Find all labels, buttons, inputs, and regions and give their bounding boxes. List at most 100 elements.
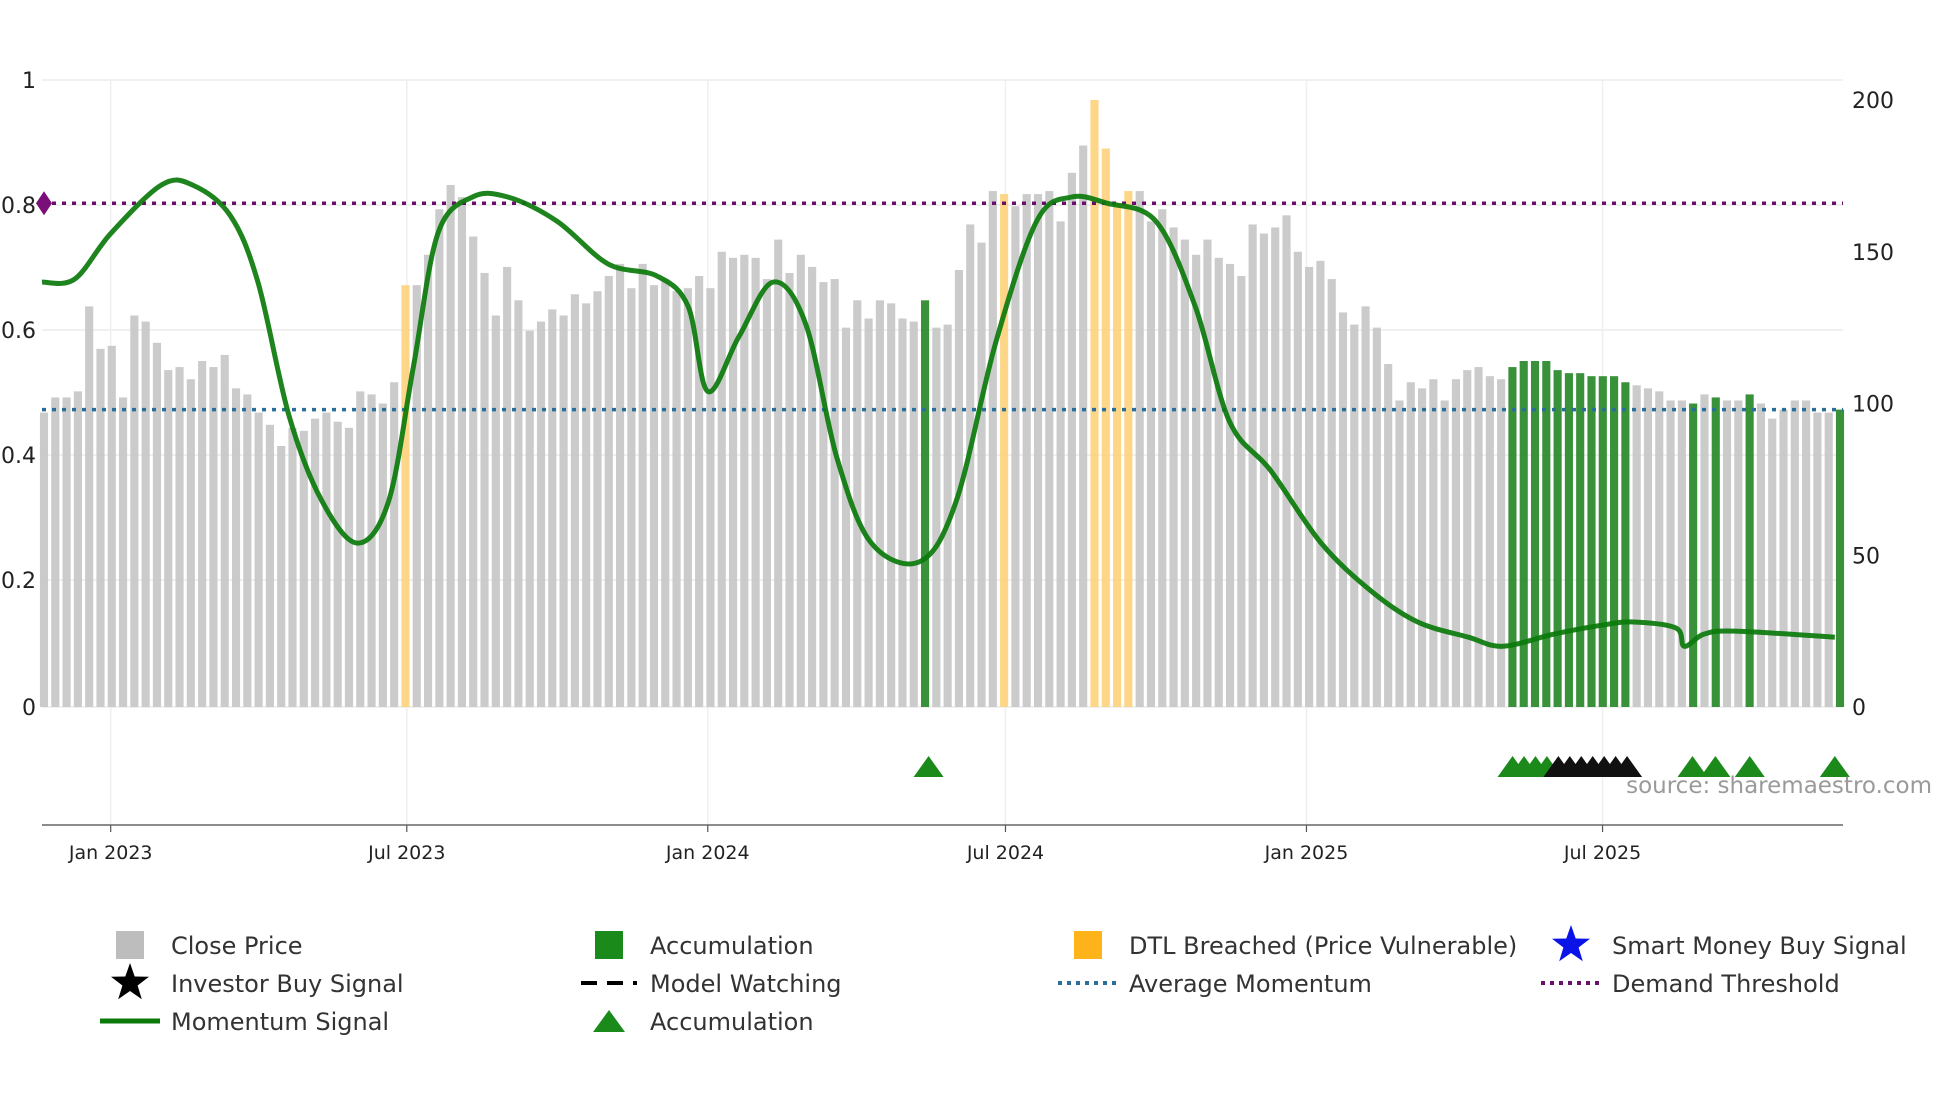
- close-price-bar: [1768, 418, 1777, 707]
- close-price-bar: [661, 279, 670, 707]
- close-price-bar: [1779, 409, 1788, 707]
- x-tick-label: Jul 2025: [1563, 842, 1641, 864]
- left-tick-label: 0.8: [1, 194, 36, 219]
- close-price-bar: [1237, 276, 1246, 707]
- close-price-bar: [186, 379, 195, 707]
- legend-label: Investor Buy Signal: [171, 970, 404, 998]
- close-price-bar: [875, 300, 884, 707]
- close-price-bar: [514, 300, 523, 707]
- close-price-bar: [378, 403, 387, 707]
- close-price-bar: [1497, 379, 1506, 707]
- right-tick-label: 50: [1852, 544, 1880, 569]
- close-price-bar: [988, 191, 997, 708]
- close-price-bar: [1372, 327, 1381, 707]
- close-price-bar: [107, 345, 116, 707]
- close-price-bar: [412, 285, 421, 707]
- right-tick-label: 0: [1852, 696, 1866, 721]
- close-price-bar: [220, 354, 229, 707]
- legend-swatch: [595, 931, 623, 959]
- accumulation-bar: [1610, 376, 1619, 707]
- markers: [913, 756, 1850, 777]
- close-price-bar: [683, 288, 692, 707]
- close-price-bar: [288, 427, 297, 707]
- legend-star-icon: [1552, 925, 1590, 962]
- close-price-bar: [570, 294, 579, 707]
- legend-star-icon: [111, 963, 149, 1000]
- close-price-bar: [1022, 194, 1031, 707]
- legend-item: Investor Buy Signal: [111, 963, 404, 1000]
- close-price-bar: [356, 391, 365, 707]
- dtl-breached-bar: [1101, 148, 1110, 707]
- close-price-bar: [717, 251, 726, 707]
- source-label: source: sharemaestro.com: [1626, 773, 1932, 799]
- close-price-bar: [864, 318, 873, 707]
- right-tick-label: 200: [1852, 89, 1894, 114]
- close-price-bar: [762, 279, 771, 707]
- close-price-bar: [1632, 385, 1641, 707]
- dtl-breached-bar: [1113, 203, 1122, 707]
- close-price-bar: [909, 321, 918, 707]
- investor-buy-triangle: [1612, 756, 1643, 777]
- accumulation-bar: [1745, 394, 1754, 707]
- close-price-bar: [209, 367, 218, 707]
- close-price-bar: [1192, 254, 1201, 707]
- close-price-bar: [73, 391, 82, 707]
- close-price-bar: [1316, 260, 1325, 707]
- accumulation-triangle: [1677, 756, 1708, 777]
- close-price-bar: [966, 224, 975, 707]
- close-price-bar: [1282, 215, 1291, 707]
- accumulation-bar: [1576, 373, 1585, 707]
- accumulation-bar: [1519, 361, 1528, 707]
- close-price-bar: [1384, 364, 1393, 707]
- close-price-bar: [1225, 263, 1235, 707]
- legend-item: Accumulation: [595, 931, 814, 960]
- close-price-bar: [299, 430, 308, 707]
- x-tick-label: Jan 2023: [68, 842, 153, 864]
- accumulation-bar: [1553, 370, 1562, 707]
- close-price-bar: [1463, 370, 1472, 707]
- accumulation-bar: [1542, 361, 1551, 707]
- close-price-bar: [774, 239, 783, 708]
- left-tick-label: 0.6: [1, 319, 36, 344]
- close-price-bar: [254, 412, 263, 707]
- close-price-bar: [559, 315, 568, 707]
- close-price-bar: [231, 388, 241, 707]
- close-price-bar: [1440, 400, 1449, 707]
- dtl-breached-bar: [401, 285, 410, 707]
- close-price-bar: [1327, 279, 1336, 707]
- legend-item: Average Momentum: [1058, 970, 1372, 998]
- legend-item: Momentum Signal: [100, 1008, 389, 1036]
- legend: Close Price Accumulation DTL Breached (Pri…: [100, 925, 1907, 1036]
- x-tick-label: Jan 2024: [665, 842, 750, 864]
- close-price-bar: [446, 184, 455, 708]
- left-tick-label: 0.4: [1, 444, 36, 469]
- close-price-bar: [1824, 412, 1833, 707]
- accumulation-bar: [1587, 376, 1596, 707]
- dtl-breached-bar: [1090, 100, 1099, 707]
- close-price-bar: [582, 303, 591, 707]
- accumulation-bar: [1530, 361, 1540, 707]
- close-price-bar: [977, 242, 986, 707]
- close-price-bar: [469, 236, 478, 707]
- legend-item: Demand Threshold: [1541, 970, 1840, 998]
- close-price-bar: [1293, 251, 1302, 707]
- close-price-bar: [695, 276, 704, 707]
- x-tick-label: Jul 2023: [367, 842, 445, 864]
- close-price-bar: [1395, 400, 1404, 707]
- close-price-bar: [1169, 227, 1178, 707]
- close-price-bar: [164, 370, 173, 707]
- close-price-bar: [344, 427, 354, 707]
- legend-item: Model Watching: [581, 970, 842, 998]
- close-price-bar: [1011, 206, 1020, 707]
- accumulation-triangle: [1819, 756, 1850, 777]
- close-price-bar: [39, 412, 49, 707]
- close-price-bar: [1214, 257, 1223, 707]
- close-price-bar: [1350, 324, 1359, 707]
- legend-swatch: [1074, 931, 1102, 959]
- close-price-bar: [1361, 306, 1370, 707]
- legend-item: DTL Breached (Price Vulnerable): [1074, 931, 1517, 960]
- accumulation-bar: [1564, 373, 1573, 707]
- close-price-bar: [1813, 412, 1822, 707]
- legend-label: Smart Money Buy Signal: [1612, 932, 1907, 960]
- close-price-bar: [311, 418, 320, 707]
